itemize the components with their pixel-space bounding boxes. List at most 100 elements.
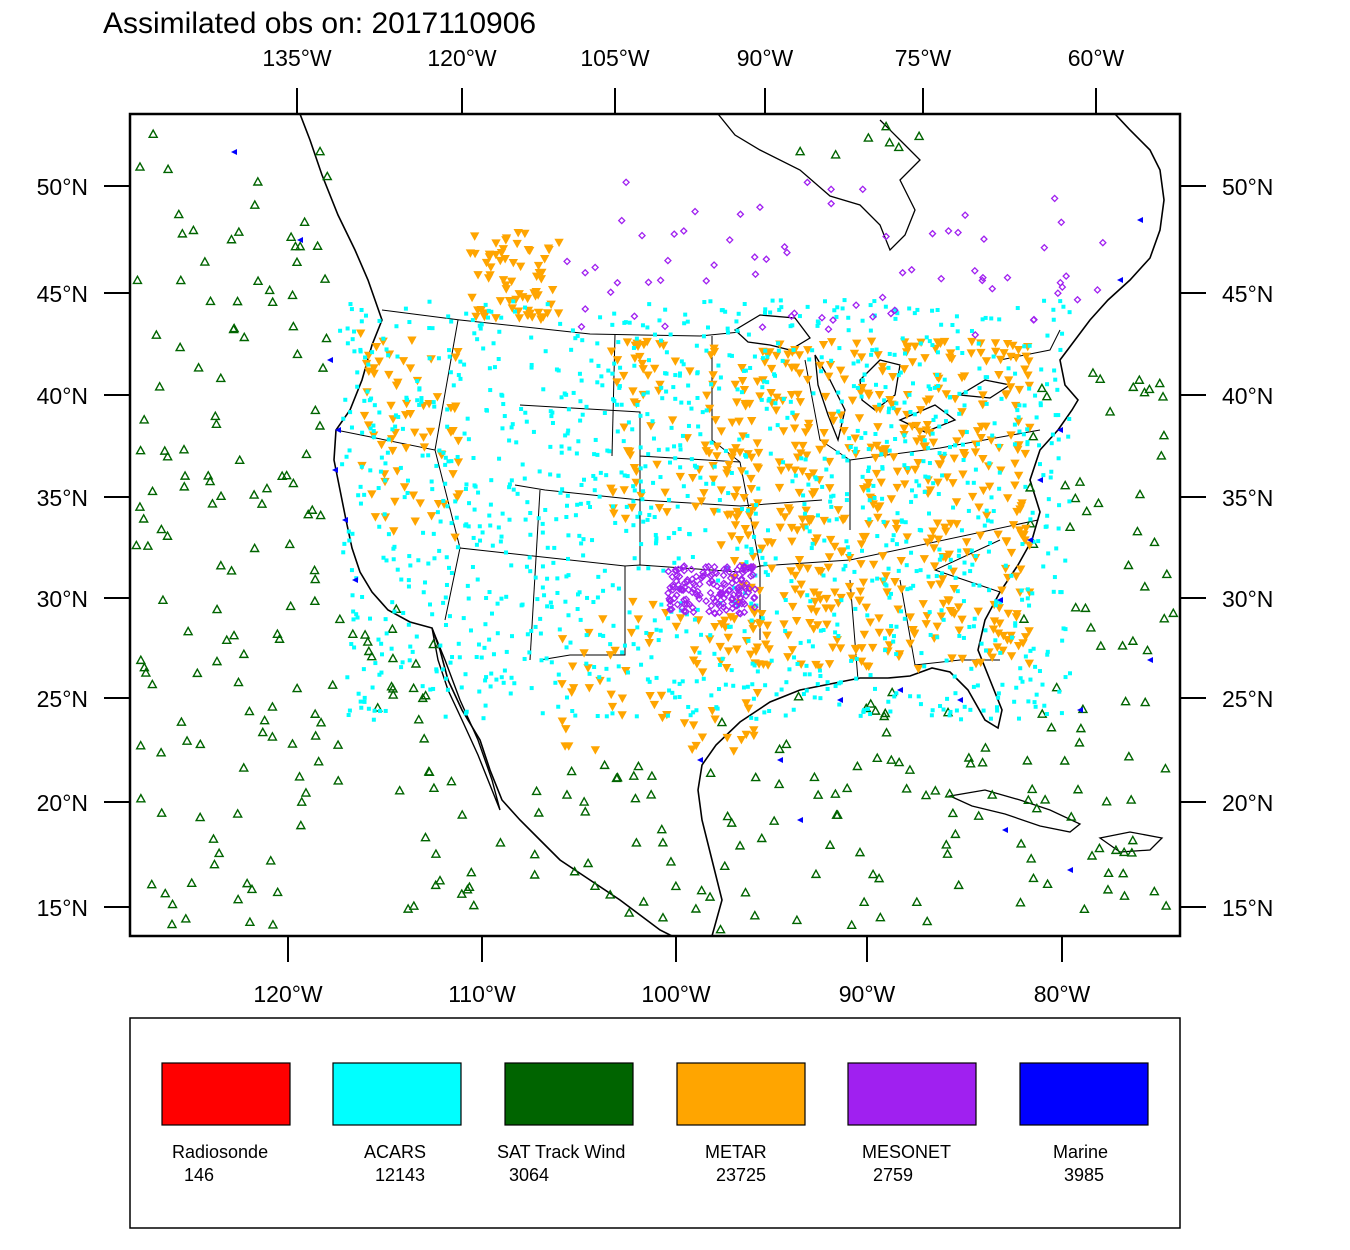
acars-marker xyxy=(487,513,492,518)
marine-marker xyxy=(957,697,963,703)
metar-marker xyxy=(491,314,501,323)
acars-marker xyxy=(361,667,366,672)
metar-marker xyxy=(531,272,542,281)
acars-marker xyxy=(389,646,394,651)
sat-track-wind-marker xyxy=(809,771,820,782)
acars-marker xyxy=(400,426,405,431)
acars-marker xyxy=(470,318,475,323)
acars-marker xyxy=(635,402,640,407)
sat-track-wind-marker xyxy=(1031,803,1043,813)
acars-marker xyxy=(664,371,669,376)
sat-track-wind-marker xyxy=(846,919,857,929)
metar-marker xyxy=(1008,341,1018,351)
legend-count: 2759 xyxy=(873,1165,913,1185)
sat-track-wind-marker xyxy=(313,756,324,766)
acars-marker xyxy=(363,313,368,318)
acars-marker xyxy=(446,459,451,464)
acars-marker xyxy=(877,402,882,407)
acars-marker xyxy=(887,351,892,356)
sat-track-wind-marker xyxy=(232,894,244,904)
metar-marker xyxy=(626,628,637,638)
metar-marker xyxy=(888,373,898,382)
sat-track-wind-marker xyxy=(880,121,892,131)
metar-marker xyxy=(824,553,835,562)
acars-marker xyxy=(502,414,507,419)
acars-marker xyxy=(699,632,704,637)
acars-marker xyxy=(977,583,982,588)
metar-marker xyxy=(752,439,762,448)
acars-marker xyxy=(805,304,810,309)
metar-marker xyxy=(675,614,686,623)
acars-marker xyxy=(1015,408,1020,413)
sat-track-wind-marker xyxy=(965,758,976,768)
acars-marker xyxy=(792,655,797,660)
acars-marker xyxy=(779,687,784,692)
acars-marker xyxy=(927,461,932,466)
acars-marker xyxy=(997,317,1002,322)
metar-marker xyxy=(697,668,708,677)
marine-swatch xyxy=(1019,1062,1149,1126)
metar-marker xyxy=(998,646,1008,656)
mesonet-marker xyxy=(630,312,639,321)
mesonet-marker xyxy=(725,567,734,576)
acars-marker xyxy=(464,311,469,316)
acars-marker xyxy=(414,634,419,639)
acars-marker xyxy=(843,563,848,568)
acars-marker xyxy=(447,614,452,619)
acars-marker xyxy=(752,354,757,359)
acars-marker xyxy=(489,611,494,616)
metar-marker xyxy=(990,339,1001,348)
acars-marker xyxy=(635,625,640,630)
acars-marker xyxy=(420,453,425,458)
metar-marker xyxy=(757,609,767,619)
mesonet-marker xyxy=(679,227,688,235)
acars-marker xyxy=(825,680,830,685)
acars-marker xyxy=(673,695,678,700)
acars-marker xyxy=(528,511,533,516)
acars-marker xyxy=(829,494,834,499)
acars-marker xyxy=(871,483,876,488)
metar-marker xyxy=(844,582,855,592)
metar-marker xyxy=(642,337,652,347)
sat-track-wind-marker xyxy=(284,538,295,549)
acars-marker xyxy=(1058,347,1063,352)
acars-marker xyxy=(589,358,594,363)
acars-marker xyxy=(1057,503,1062,508)
acars-marker xyxy=(686,383,691,388)
mesonet-marker xyxy=(731,571,740,580)
metar-marker xyxy=(798,441,808,451)
acars-marker xyxy=(371,435,376,440)
metar-marker xyxy=(498,276,509,285)
acars-marker xyxy=(355,384,360,389)
acars-marker xyxy=(598,315,603,320)
acars-marker xyxy=(705,325,710,330)
acars-marker xyxy=(868,303,873,308)
sat-track-wind-marker xyxy=(977,757,988,767)
sat-track-wind-marker xyxy=(690,903,702,913)
sat-track-wind-marker xyxy=(192,667,203,678)
metar-marker xyxy=(891,519,902,529)
metar-marker xyxy=(881,572,891,581)
acars-marker xyxy=(996,695,1001,700)
metar-marker xyxy=(949,454,959,464)
acars-marker xyxy=(815,682,820,687)
acars-marker xyxy=(614,402,619,407)
sat-track-wind-marker xyxy=(569,866,580,876)
metar-marker xyxy=(730,492,740,502)
acars-marker xyxy=(443,595,448,600)
sat-track-wind-marker xyxy=(1064,521,1076,532)
acars-marker xyxy=(912,412,917,417)
acars-marker xyxy=(359,307,364,312)
acars-marker xyxy=(556,672,561,677)
acars-marker xyxy=(349,307,354,312)
metar-marker xyxy=(598,615,608,624)
acars-marker xyxy=(430,326,435,331)
acars-marker xyxy=(883,304,888,309)
acars-marker xyxy=(619,402,624,407)
mesonet-marker xyxy=(667,605,676,614)
acars-marker xyxy=(695,607,700,612)
legend-count: 3064 xyxy=(509,1165,549,1185)
mesonet-marker xyxy=(858,185,867,194)
acars-marker xyxy=(856,359,861,364)
acars-marker xyxy=(937,547,942,552)
